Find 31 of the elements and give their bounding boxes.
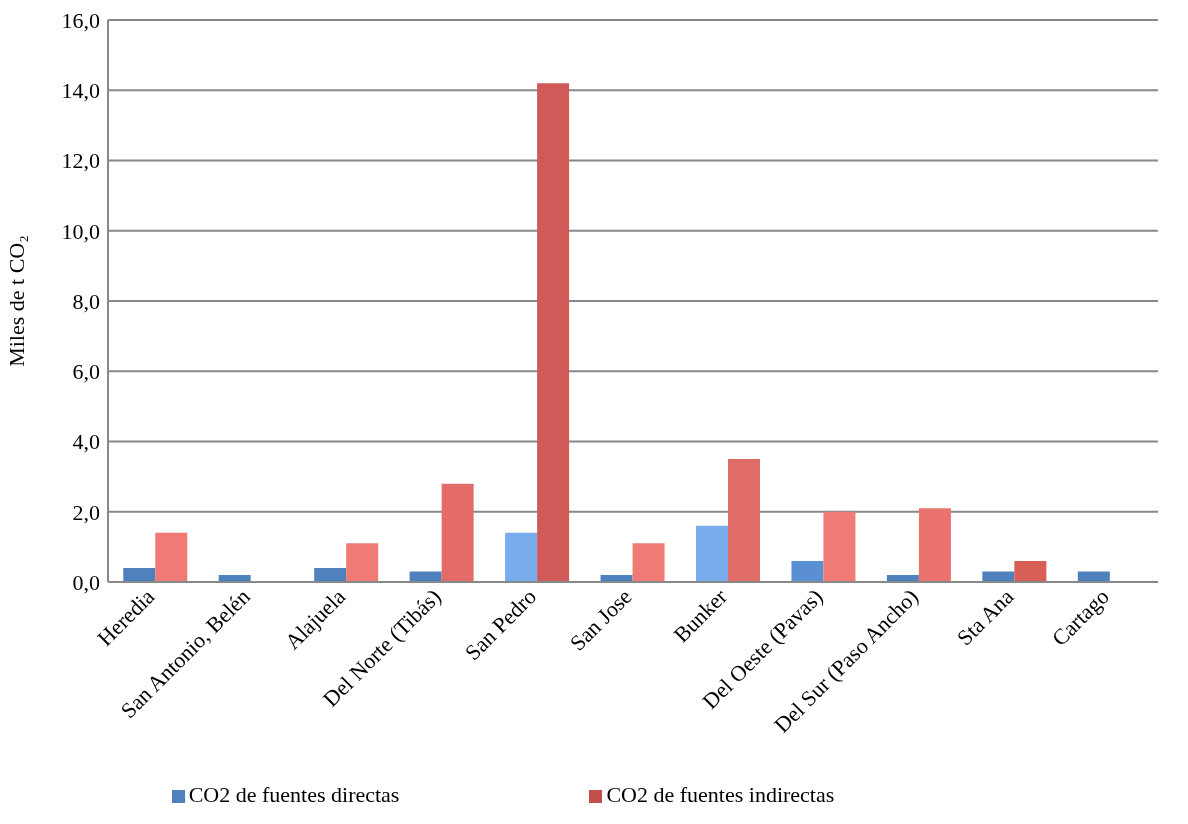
bar	[823, 511, 856, 582]
y-tick-label: 4,0	[72, 429, 100, 455]
y-tick-label: 6,0	[72, 359, 100, 385]
bar	[346, 543, 379, 582]
y-tick-label: 8,0	[72, 288, 100, 314]
x-tick-label: San Jose	[564, 583, 637, 656]
bar	[791, 560, 824, 582]
legend-label: CO2 de fuentes indirectas	[606, 782, 835, 807]
bar	[1014, 560, 1047, 582]
y-axis-title: Miles de t CO₂	[3, 235, 29, 367]
bar	[1077, 571, 1110, 582]
y-tick-label: 16,0	[61, 7, 100, 33]
bar	[918, 508, 951, 582]
bar	[409, 571, 442, 582]
bar	[155, 532, 188, 582]
y-tick-label: 10,0	[61, 218, 100, 244]
bar	[696, 525, 728, 582]
bar	[728, 459, 760, 582]
y-tick-label: 12,0	[61, 148, 100, 174]
x-tick-label: Sta Ana	[951, 583, 1019, 651]
bar	[505, 532, 538, 582]
bar	[632, 543, 665, 582]
legend-label: CO2 de fuentes directas	[188, 782, 400, 807]
y-tick-label: 2,0	[72, 499, 100, 525]
y-tick-label: 0,0	[72, 569, 100, 595]
bar	[123, 567, 156, 582]
y-tick-label: 14,0	[61, 78, 100, 104]
bar	[982, 571, 1015, 582]
bar	[441, 483, 474, 582]
bar	[314, 567, 347, 582]
bar	[537, 83, 570, 582]
